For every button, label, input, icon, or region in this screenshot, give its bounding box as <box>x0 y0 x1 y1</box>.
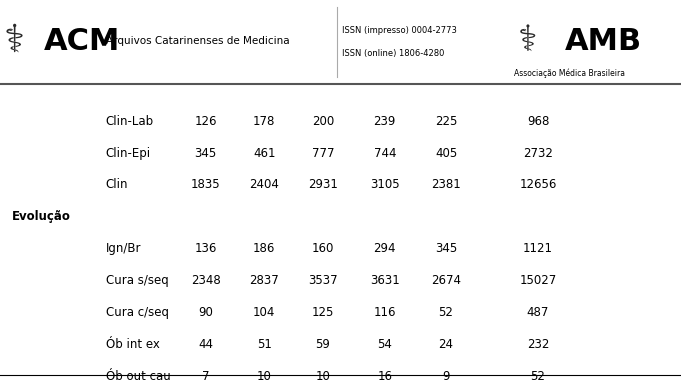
Text: 2732: 2732 <box>523 147 553 160</box>
Text: ISSN (online) 1806-4280: ISSN (online) 1806-4280 <box>342 49 444 58</box>
Text: 225: 225 <box>435 115 457 128</box>
Text: 54: 54 <box>377 338 392 351</box>
Text: 3105: 3105 <box>370 178 400 191</box>
Text: Ign/Br: Ign/Br <box>106 242 141 255</box>
Text: 1835: 1835 <box>191 178 221 191</box>
Text: 125: 125 <box>312 306 334 319</box>
Text: ⚕: ⚕ <box>518 24 537 58</box>
Text: 3537: 3537 <box>308 274 338 287</box>
Text: 3631: 3631 <box>370 274 400 287</box>
Text: 16: 16 <box>377 370 392 381</box>
Text: 9: 9 <box>442 370 450 381</box>
Text: 51: 51 <box>257 338 272 351</box>
Text: AMB: AMB <box>565 27 642 56</box>
Text: 10: 10 <box>257 370 272 381</box>
Text: 7: 7 <box>202 370 210 381</box>
Text: 2931: 2931 <box>308 178 338 191</box>
Text: Ób int ex: Ób int ex <box>106 338 159 351</box>
Text: 116: 116 <box>373 306 396 319</box>
Text: 44: 44 <box>198 338 213 351</box>
Text: ACM: ACM <box>44 27 121 56</box>
Text: Arquivos Catarinenses de Medicina: Arquivos Catarinenses de Medicina <box>106 36 289 46</box>
Text: 126: 126 <box>194 115 217 128</box>
Text: 777: 777 <box>311 147 334 160</box>
Text: 2404: 2404 <box>249 178 279 191</box>
Text: 15027: 15027 <box>520 274 556 287</box>
Text: 52: 52 <box>530 370 545 381</box>
Text: Clin-Lab: Clin-Lab <box>106 115 154 128</box>
Text: 2381: 2381 <box>431 178 461 191</box>
Text: Cura s/seq: Cura s/seq <box>106 274 168 287</box>
Text: 232: 232 <box>527 338 549 351</box>
Text: 24: 24 <box>439 338 454 351</box>
Text: 487: 487 <box>527 306 549 319</box>
Text: Ób out cau: Ób out cau <box>106 370 170 381</box>
Text: 345: 345 <box>195 147 217 160</box>
Text: 239: 239 <box>374 115 396 128</box>
Text: 2674: 2674 <box>431 274 461 287</box>
Text: 345: 345 <box>435 242 457 255</box>
Text: 1121: 1121 <box>523 242 553 255</box>
Text: 461: 461 <box>253 147 276 160</box>
Text: 186: 186 <box>253 242 275 255</box>
Text: Clin-Epi: Clin-Epi <box>106 147 151 160</box>
Text: Clin: Clin <box>106 178 128 191</box>
Text: 294: 294 <box>373 242 396 255</box>
Text: 2837: 2837 <box>249 274 279 287</box>
Text: 104: 104 <box>253 306 275 319</box>
Text: Evolução: Evolução <box>12 210 71 223</box>
Text: 136: 136 <box>195 242 217 255</box>
Text: ISSN (impresso) 0004-2773: ISSN (impresso) 0004-2773 <box>342 26 457 35</box>
Text: Associação Médica Brasileira: Associação Médica Brasileira <box>514 68 625 78</box>
Text: 59: 59 <box>315 338 330 351</box>
Text: Cura c/seq: Cura c/seq <box>106 306 169 319</box>
Text: 744: 744 <box>373 147 396 160</box>
Text: 405: 405 <box>435 147 457 160</box>
Text: 2348: 2348 <box>191 274 221 287</box>
Text: 90: 90 <box>198 306 213 319</box>
Text: 52: 52 <box>439 306 454 319</box>
Text: ⚕: ⚕ <box>3 22 25 60</box>
Text: 10: 10 <box>315 370 330 381</box>
Text: 968: 968 <box>527 115 549 128</box>
Text: 200: 200 <box>312 115 334 128</box>
Text: 12656: 12656 <box>520 178 556 191</box>
Text: 160: 160 <box>312 242 334 255</box>
Text: 178: 178 <box>253 115 275 128</box>
